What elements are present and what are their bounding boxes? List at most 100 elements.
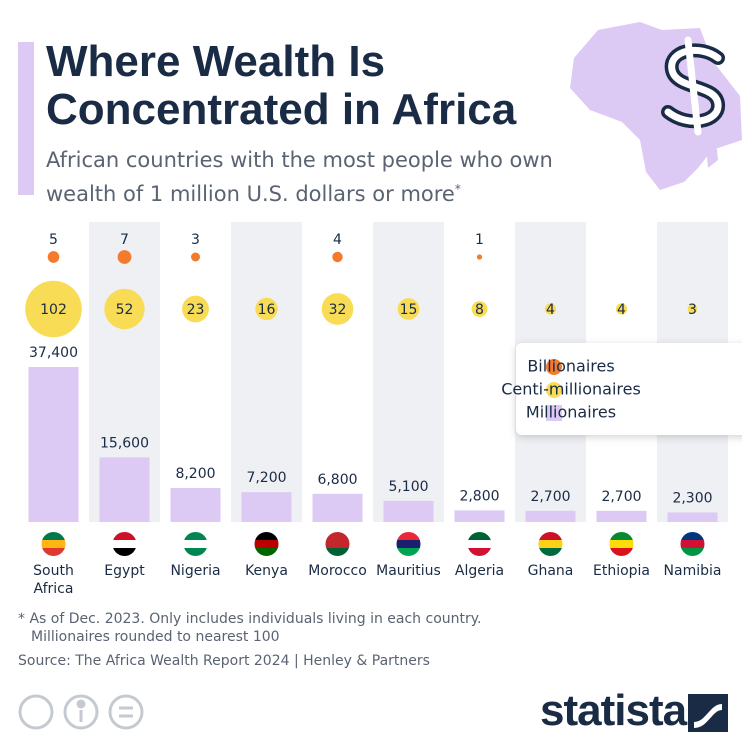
- millionaire-bar: [28, 367, 79, 522]
- millionaire-bar: [312, 493, 363, 522]
- millionaire-label: 5,100: [388, 479, 428, 495]
- source: Source: The Africa Wealth Report 2024 | …: [18, 653, 430, 669]
- centi-label: 4: [546, 302, 555, 318]
- millionaire-bar: [383, 500, 434, 522]
- logo-mark: [694, 704, 722, 728]
- category-label: South Africa: [33, 563, 74, 597]
- category-label: Kenya: [245, 563, 288, 579]
- by-icon: [63, 694, 99, 730]
- flag-stripe: [254, 540, 279, 548]
- flag-stripe: [538, 548, 563, 556]
- flag-stripe: [254, 532, 279, 540]
- flag-stripe: [183, 548, 208, 556]
- millionaire-label: 37,400: [29, 345, 78, 361]
- category-label: Nigeria: [170, 563, 221, 579]
- flag-stripe: [183, 532, 208, 540]
- column-band: [373, 222, 444, 522]
- footnote: Millionaires rounded to nearest 100: [31, 629, 280, 645]
- billionaire-label: 4: [333, 232, 342, 248]
- flag: [538, 532, 563, 556]
- flag-stripe: [254, 548, 279, 556]
- title: Where Wealth Is Concentrated in Africa: [46, 37, 517, 134]
- flag-stripe: [41, 532, 66, 540]
- centi-bubble: [25, 280, 82, 338]
- flag: [680, 532, 705, 556]
- nd-icon: [119, 706, 133, 718]
- legend-swatch: [546, 382, 562, 398]
- flag-stripe: [680, 532, 705, 540]
- category-label: Ethiopia: [592, 563, 651, 579]
- flag-stripe: [538, 532, 563, 540]
- centi-label: 32: [329, 302, 347, 318]
- flag-stripe: [41, 548, 66, 556]
- centi-bubble: [255, 297, 278, 321]
- flag-stripe: [112, 548, 137, 556]
- centi-bubble: [321, 293, 354, 325]
- subtitle: African countries with the most people w…: [46, 146, 616, 209]
- flag-stripe: [112, 532, 137, 540]
- billionaire-bubble: [47, 251, 60, 263]
- marks: 5 102 37,400 7 52 15,600 3 23 8,200 16 7,200 4 32 6,8…: [25, 232, 718, 556]
- millionaire-bar: [454, 510, 505, 522]
- flag-stripe: [183, 540, 208, 548]
- billionaire-bubble: [190, 252, 201, 262]
- centi-bubble: [104, 288, 145, 330]
- centi-label: 102: [40, 302, 67, 318]
- flag: [325, 532, 350, 556]
- flag: [396, 532, 421, 556]
- category-label: Mauritius: [376, 563, 441, 579]
- flag-stripe: [396, 540, 421, 548]
- flag-stripe: [396, 548, 421, 556]
- centi-label: 4: [617, 302, 626, 318]
- flag-stripe: [680, 540, 705, 548]
- flag-stripe: [609, 540, 634, 548]
- flag: [41, 532, 66, 556]
- category-label: Namibia: [663, 563, 722, 579]
- category-label: Egypt: [104, 563, 145, 579]
- millionaire-bar: [667, 512, 718, 522]
- millionaire-label: 7,200: [246, 470, 286, 486]
- centi-label: 52: [116, 302, 134, 318]
- centi-bubble: [397, 298, 420, 320]
- billionaire-label: 5: [49, 232, 58, 248]
- legend-label: Millionaires: [526, 403, 616, 422]
- logo-text: statista: [540, 686, 687, 735]
- legend-swatch: [546, 359, 562, 375]
- millionaire-bar: [241, 492, 292, 522]
- millionaire-label: 6,800: [317, 472, 357, 488]
- flag-stripe: [396, 532, 421, 540]
- flag-stripe: [41, 540, 66, 548]
- flag-stripe: [112, 540, 137, 548]
- flag-stripe: [325, 532, 350, 540]
- legend-label: Centi-millionaires: [501, 380, 641, 399]
- millionaire-label: 2,800: [459, 488, 499, 504]
- billionaire-label: 7: [120, 232, 129, 248]
- category-label: Morocco: [308, 563, 367, 579]
- centi-label: 16: [258, 302, 276, 318]
- flag-stripe: [609, 548, 634, 556]
- flag: [183, 532, 208, 556]
- centi-bubble: [544, 303, 557, 315]
- flag-stripe: [467, 548, 492, 556]
- centi-bubble: [471, 301, 488, 317]
- millionaire-bar: [596, 510, 647, 522]
- millionaire-label: 2,700: [530, 489, 570, 505]
- centi-label: 8: [475, 302, 484, 318]
- billionaire-label: 1: [475, 232, 484, 248]
- flag: [609, 532, 634, 556]
- flag-stripe: [467, 532, 492, 540]
- millionaire-label: 2,300: [672, 490, 712, 506]
- centi-label: 23: [187, 302, 205, 318]
- centi-bubble: [182, 295, 209, 323]
- cc-icon: [18, 694, 54, 730]
- flag: [467, 532, 492, 556]
- billionaire-bubble: [332, 251, 343, 263]
- legend: Billionaires Centi-millionaires Millionair…: [501, 343, 742, 435]
- category-label: Ghana: [527, 563, 574, 579]
- centi-label: 3: [688, 302, 697, 318]
- centi-bubble: [687, 304, 698, 314]
- nd-icon: [108, 694, 144, 730]
- flag-stripe: [609, 532, 634, 540]
